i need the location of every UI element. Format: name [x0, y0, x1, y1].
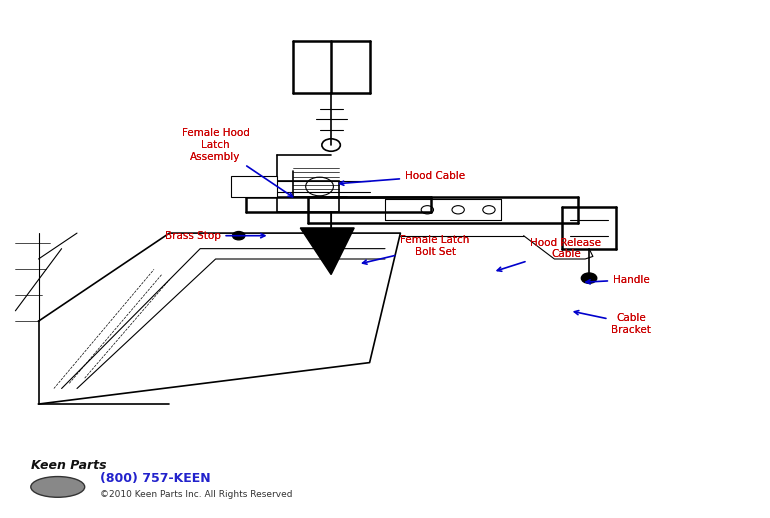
Circle shape — [233, 232, 245, 240]
Text: Female Latch
Bolt Set: Female Latch Bolt Set — [400, 235, 470, 257]
Text: Keen Parts: Keen Parts — [31, 459, 106, 472]
Text: Female Hood
Latch
Assembly: Female Hood Latch Assembly — [182, 128, 249, 162]
Polygon shape — [300, 228, 354, 275]
Text: Brass Stop: Brass Stop — [165, 231, 265, 241]
FancyBboxPatch shape — [231, 176, 277, 197]
Text: Hood Release
Cable: Hood Release Cable — [531, 238, 601, 260]
Polygon shape — [38, 233, 400, 404]
Text: Cable
Bracket: Cable Bracket — [574, 311, 651, 335]
Text: Hood Cable: Hood Cable — [405, 171, 465, 181]
Text: Cable
Bracket: Cable Bracket — [611, 313, 651, 335]
Ellipse shape — [31, 477, 85, 497]
Text: Handle: Handle — [613, 275, 650, 285]
Text: Hood Cable: Hood Cable — [340, 171, 465, 185]
Text: Brass Stop: Brass Stop — [165, 231, 220, 241]
Text: Hood Release
Cable: Hood Release Cable — [497, 238, 601, 271]
Text: (800) 757-KEEN: (800) 757-KEEN — [100, 472, 211, 485]
Text: Female Hood
Latch
Assembly: Female Hood Latch Assembly — [182, 128, 293, 197]
Circle shape — [581, 273, 597, 283]
Text: Handle: Handle — [586, 275, 650, 285]
Text: Female Latch
Bolt Set: Female Latch Bolt Set — [363, 235, 470, 264]
Text: ©2010 Keen Parts Inc. All Rights Reserved: ©2010 Keen Parts Inc. All Rights Reserve… — [100, 490, 293, 499]
